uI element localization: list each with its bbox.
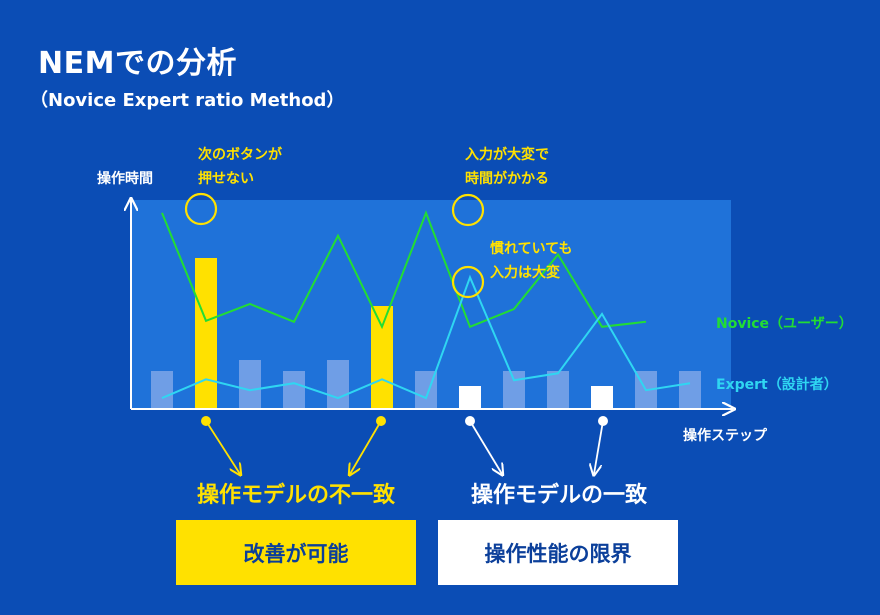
ratio-bar: [327, 360, 349, 408]
page-title: NEMでの分析: [38, 46, 237, 81]
match-label: 操作モデルの一致: [471, 482, 648, 508]
ratio-bar: [679, 371, 701, 408]
y-axis-label: 操作時間: [97, 170, 153, 187]
mismatch-label: 操作モデルの不一致: [197, 482, 396, 508]
performance-limit-label: 操作性能の限界: [484, 541, 632, 566]
annotation-input-slow-line1: 入力が大変で: [465, 146, 549, 163]
mismatch-pointer-2: [350, 416, 386, 474]
ratio-bar: [459, 386, 481, 408]
expert-legend: Expert（設計者）: [716, 376, 838, 393]
annotation-next-button: 次のボタンが 押せない: [198, 146, 287, 187]
ratio-bar: [239, 360, 261, 408]
ratio-bar: [591, 386, 613, 408]
improvement-possible-label: 改善が可能: [243, 541, 349, 566]
ratio-bar: [283, 371, 305, 408]
highlight-circle-2: [451, 193, 485, 227]
annotation-input-slow: 入力が大変で 時間がかかる: [465, 146, 554, 187]
page-subtitle: （Novice Expert ratio Method）: [30, 90, 345, 111]
annotation-next-button-line1: 次のボタンが: [198, 146, 283, 163]
ratio-bar: [371, 306, 393, 408]
annotation-next-button-line2: 押せない: [198, 170, 254, 187]
mismatch-pointer-1: [201, 416, 240, 474]
x-axis-label: 操作ステップ: [683, 427, 768, 444]
ratio-bar: [151, 371, 173, 408]
performance-limit-box: 操作性能の限界: [438, 520, 678, 585]
expert-line: [161, 274, 691, 400]
ratio-bar: [195, 258, 217, 408]
novice-line: [161, 210, 647, 330]
match-pointer-1: [465, 416, 502, 474]
highlight-circle-3: [451, 265, 485, 299]
match-pointer-2: [594, 416, 608, 474]
annotation-input-hard: 慣れていても 入力は大変: [489, 240, 577, 281]
annotation-input-slow-line2: 時間がかかる: [465, 170, 549, 187]
improvement-possible-box: 改善が可能: [176, 520, 416, 585]
novice-legend: Novice（ユーザー）: [716, 316, 853, 332]
annotation-input-hard-line1: 慣れていても: [489, 240, 572, 257]
annotation-input-hard-line2: 入力は大変: [490, 264, 560, 281]
ratio-bar: [503, 371, 525, 408]
ratio-bar: [547, 371, 569, 408]
highlight-circle-1: [184, 192, 218, 226]
